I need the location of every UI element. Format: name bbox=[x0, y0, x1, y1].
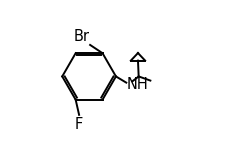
Text: NH: NH bbox=[127, 77, 149, 92]
Text: Br: Br bbox=[73, 29, 89, 44]
Text: F: F bbox=[75, 117, 83, 132]
